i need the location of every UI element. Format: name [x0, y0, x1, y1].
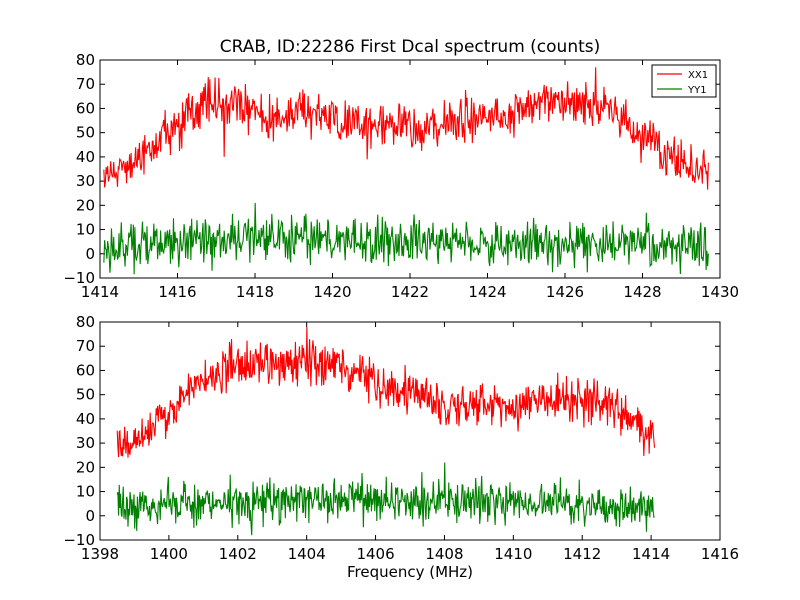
bottom-x-tick-label: 1406	[356, 545, 394, 563]
top-y-tick-label: 50	[76, 124, 95, 142]
top-y-tick-label: 10	[76, 221, 95, 239]
top-x-tick-label: 1422	[391, 283, 429, 301]
top-series-yy1	[103, 202, 709, 275]
legend-label-xx1: XX1	[688, 70, 708, 81]
top-x-tick-label: 1426	[546, 283, 584, 301]
bottom-x-tick-label: 1410	[494, 545, 532, 563]
top-x-tick-label: 1430	[701, 283, 739, 301]
bottom-y-tick-label: 50	[76, 386, 95, 404]
legend: XX1 YY1	[651, 64, 717, 98]
bottom-x-tick-label: 1398	[81, 545, 119, 563]
top-x-tick-label: 1414	[81, 283, 119, 301]
x-axis-label: Frequency (MHz)	[347, 563, 473, 581]
bottom-x-tick-label: 1414	[632, 545, 670, 563]
bottom-x-tick-label: 1412	[563, 545, 601, 563]
bottom-y-tick-label: 20	[76, 458, 95, 476]
bottom-y-tick-label: 40	[76, 410, 95, 428]
bottom-y-tick-label: −10	[63, 531, 95, 549]
top-y-tick-label: 60	[76, 99, 95, 117]
bottom-x-tick-label: 1408	[425, 545, 463, 563]
top-y-tick-label: 20	[76, 196, 95, 214]
top-y-tick-label: −10	[63, 269, 95, 287]
bottom-axis-ticks: 1398 1400 1402 1404 1406 1408 1410 1412 1414 1416…	[63, 313, 739, 563]
bottom-y-tick-label: 70	[76, 337, 95, 355]
top-x-tick-label: 1418	[236, 283, 274, 301]
bottom-x-tick-label: 1404	[288, 545, 326, 563]
top-y-tick-label: 30	[76, 172, 95, 190]
top-series-xx1	[103, 67, 709, 190]
bottom-y-tick-label: 10	[76, 483, 95, 501]
bottom-y-tick-label: 80	[76, 313, 95, 331]
bottom-x-tick-label: 1416	[701, 545, 739, 563]
top-axis-ticks: 1414 1416 1418 1420 1422 1424 1426 1428 1430 −10 0…	[63, 51, 739, 301]
legend-box	[651, 64, 717, 98]
top-y-tick-label: 40	[76, 148, 95, 166]
bottom-series-xx1	[116, 326, 656, 458]
top-series-group	[103, 67, 709, 275]
top-x-tick-label: 1424	[468, 283, 506, 301]
top-x-tick-label: 1420	[313, 283, 351, 301]
bottom-series-yy1	[116, 462, 655, 536]
legend-label-yy1: YY1	[687, 85, 707, 96]
bottom-plot-frame	[99, 321, 721, 541]
top-x-tick-label: 1416	[158, 283, 196, 301]
bottom-y-tick-label: 0	[85, 507, 95, 525]
bottom-y-tick-label: 30	[76, 434, 95, 452]
bottom-x-tick-label: 1402	[219, 545, 257, 563]
top-y-tick-label: 0	[85, 245, 95, 263]
top-panel: 1414 1416 1418 1420 1422 1424 1426 1428 1430 −10 0…	[63, 51, 739, 301]
top-y-tick-label: 70	[76, 75, 95, 93]
bottom-series-group	[116, 326, 656, 536]
bottom-y-tick-label: 60	[76, 361, 95, 379]
top-x-tick-label: 1428	[623, 283, 661, 301]
bottom-panel: 1398 1400 1402 1404 1406 1408 1410 1412 1414 1416…	[63, 313, 739, 563]
bottom-x-tick-label: 1400	[150, 545, 188, 563]
top-y-tick-label: 80	[76, 51, 95, 69]
figure-title: CRAB, ID:22286 First Dcal spectrum (coun…	[220, 37, 601, 57]
